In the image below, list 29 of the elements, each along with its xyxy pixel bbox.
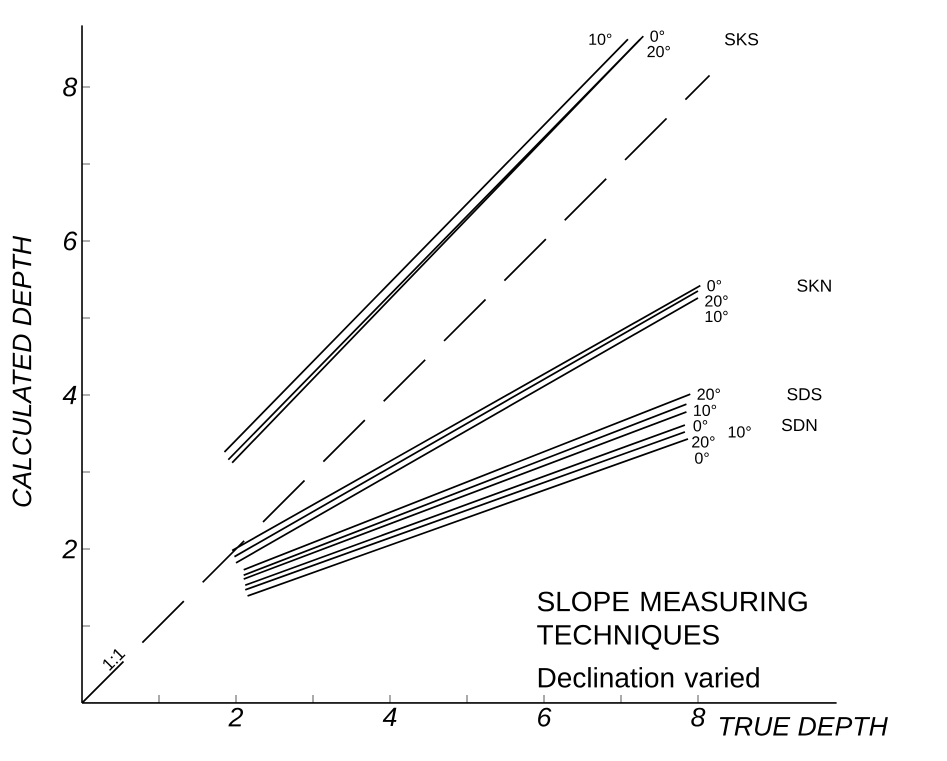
- annotation: 20°: [647, 46, 670, 58]
- annotation: SLOPE MEASURING TECHNIQUES: [537, 592, 807, 650]
- annotation: Declination varied: [538, 667, 759, 688]
- annotation: 10°: [728, 426, 751, 438]
- annotation: 0°: [694, 420, 708, 432]
- y-tick-label: 4: [62, 386, 76, 404]
- y-axis-title: CALCULATED DEPTH: [12, 236, 32, 506]
- x-tick-label: 4: [382, 708, 396, 726]
- annotation: SKN: [797, 280, 831, 292]
- annotation: 20°: [698, 388, 720, 400]
- annotation: SKS: [724, 33, 758, 46]
- x-axis-title: TRUE DEPTH: [720, 717, 888, 736]
- annotation: SDN: [782, 418, 816, 432]
- annotation: 0°: [650, 30, 664, 42]
- annotation: 20°: [692, 436, 715, 448]
- annotation: 20°: [705, 295, 728, 307]
- annotation: 10°: [589, 34, 612, 45]
- annotation: 0°: [707, 280, 722, 292]
- x-tick-label: 2: [228, 708, 244, 726]
- y-tick-label: 2: [62, 540, 77, 558]
- annotation: SDS: [787, 388, 822, 400]
- y-tick-label: 8: [63, 78, 78, 96]
- y-tick-label: 6: [64, 232, 78, 250]
- annotation: 10°: [694, 404, 716, 416]
- x-tick-label: 8: [691, 708, 706, 727]
- annotation: 10°: [706, 310, 728, 322]
- annotation: 0°: [695, 452, 709, 464]
- x-tick-label: 6: [538, 708, 552, 727]
- annotation: 1:1: [103, 648, 126, 671]
